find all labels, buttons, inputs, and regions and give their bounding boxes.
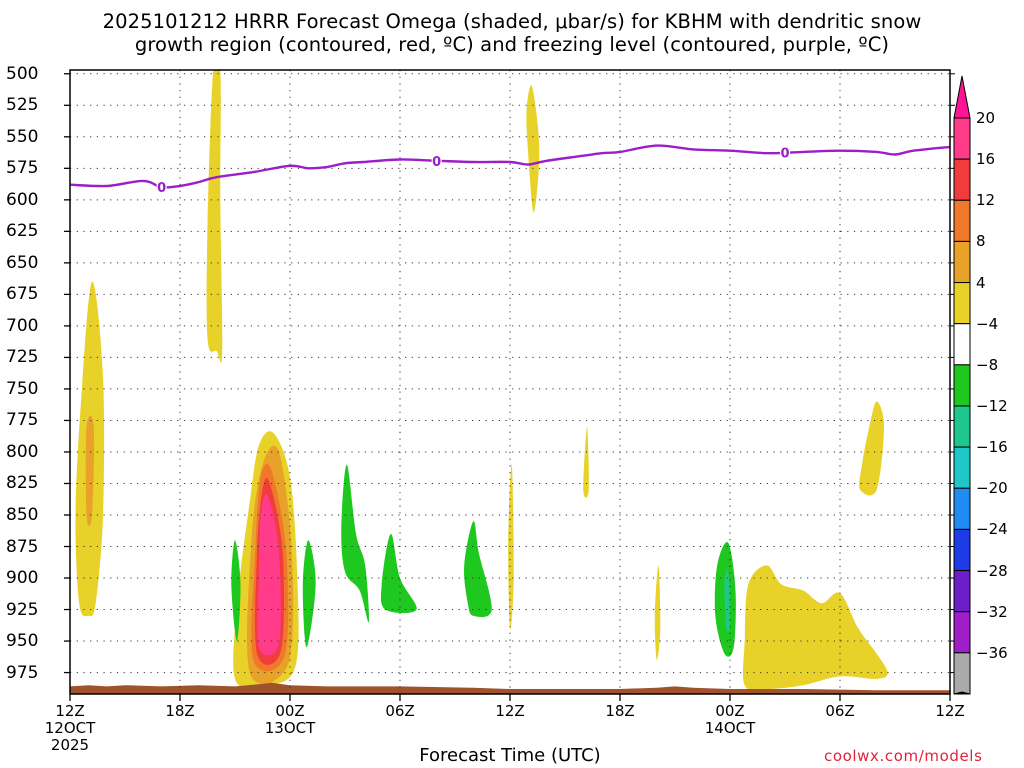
y-tick-label: 575 xyxy=(6,158,39,179)
colorbar-swatch xyxy=(953,570,971,613)
x-tick-label: 12Z xyxy=(55,702,85,720)
y-tick-label: 675 xyxy=(6,284,39,305)
x-axis-title: Forecast Time (UTC) xyxy=(419,745,601,766)
y-tick-label: 750 xyxy=(6,378,39,399)
y-tick-label: 875 xyxy=(6,536,39,557)
y-tick-label: 650 xyxy=(6,252,39,273)
freezing-level-contour: 0 0 0 xyxy=(69,144,951,196)
x-tick-label: 2025 xyxy=(50,736,90,754)
x-tick-label: 06Z xyxy=(385,702,415,720)
y-tick-label: 550 xyxy=(6,126,39,147)
y-tick-label: 525 xyxy=(6,95,39,116)
y-tick-label: 725 xyxy=(6,347,39,368)
colorbar-label: 16 xyxy=(976,150,996,169)
colorbar-label: −36 xyxy=(976,643,1008,662)
contour-label: 0 xyxy=(157,181,166,196)
colorbar-label: −8 xyxy=(976,355,999,374)
colorbar-label: −24 xyxy=(976,520,1008,539)
freezing-level-line xyxy=(69,144,951,189)
omega-region-11 xyxy=(654,565,661,661)
colorbar-label: 8 xyxy=(976,232,986,251)
y-tick-label: 850 xyxy=(6,504,39,525)
contour-label-bg xyxy=(780,144,790,161)
omega-region-18 xyxy=(464,521,492,618)
omega-region-17 xyxy=(380,533,417,614)
omega-region-1 xyxy=(85,415,95,527)
y-tick-label: 625 xyxy=(6,221,39,242)
omega-region-14 xyxy=(231,540,241,642)
colorbar-swatch xyxy=(953,282,971,325)
colorbar-label: −12 xyxy=(976,396,1008,415)
colorbar-swatch xyxy=(953,611,971,654)
colorbar-label: −20 xyxy=(976,479,1008,498)
colorbar xyxy=(953,75,971,695)
y-tick-label: 775 xyxy=(6,410,39,431)
colorbar-swatch xyxy=(953,117,971,160)
colorbar-label: −32 xyxy=(976,602,1008,621)
x-tick-label: 00Z xyxy=(275,702,305,720)
terrain xyxy=(70,682,950,694)
y-tick-label: 975 xyxy=(6,662,39,683)
terrain-fill xyxy=(70,682,950,694)
omega-region-13 xyxy=(859,401,884,496)
colorbar-swatch xyxy=(953,446,971,489)
omega-region-8 xyxy=(526,85,540,213)
x-tick-label: 06Z xyxy=(825,702,855,720)
colorbar-swatch xyxy=(953,199,971,242)
colorbar-bottom-arrow xyxy=(953,691,971,695)
y-tick-label: 500 xyxy=(6,63,39,84)
contour-label: 0 xyxy=(780,147,789,162)
y-tick-label: 825 xyxy=(6,473,39,494)
omega-region-2 xyxy=(206,70,223,363)
y-tick-label: 900 xyxy=(6,568,39,589)
x-tick-label: 12Z xyxy=(935,702,965,720)
y-tick-label: 600 xyxy=(6,189,39,210)
colorbar-swatch xyxy=(953,528,971,572)
colorbar-label: 12 xyxy=(976,191,996,210)
omega-region-16 xyxy=(341,464,370,623)
plot-frame xyxy=(69,69,951,695)
colorbar-label: 20 xyxy=(976,109,996,127)
colorbar-label: −16 xyxy=(976,438,1008,457)
contour-label: 0 xyxy=(432,155,441,170)
contour-label-bg xyxy=(156,179,167,196)
colorbar-swatch xyxy=(953,158,971,201)
colorbar-label: −4 xyxy=(976,314,999,333)
colorbar-label: −28 xyxy=(976,561,1008,580)
colorbar-swatch xyxy=(953,487,971,530)
chart-title-line2: growth region (contoured, red, ºC) and f… xyxy=(134,33,890,56)
x-tick-label: 12Z xyxy=(495,702,525,720)
omega-region-7 xyxy=(257,494,281,656)
contour-label-bg xyxy=(431,152,442,169)
x-tick-label: 14OCT xyxy=(704,719,756,737)
y-tick-label: 925 xyxy=(6,599,39,620)
colorbar-swatch xyxy=(953,323,971,366)
colorbar-swatch xyxy=(953,364,971,407)
y-tick-label: 800 xyxy=(6,441,39,462)
omega-region-15 xyxy=(302,540,316,648)
x-tick-label: 13OCT xyxy=(264,719,316,737)
x-tick-label: 12OCT xyxy=(44,719,96,737)
colorbar-label: 4 xyxy=(976,273,986,292)
chart-title-line1: 2025101212 HRRR Forecast Omega (shaded, … xyxy=(102,10,922,33)
colorbar-swatch xyxy=(953,405,971,448)
colorbar-top-arrow xyxy=(953,75,971,119)
y-tick-label: 950 xyxy=(6,631,39,652)
x-tick-label: 18Z xyxy=(605,702,635,720)
credit-text: coolwx.com/models xyxy=(824,747,983,765)
omega-region-9 xyxy=(508,464,514,630)
colorbar-swatch xyxy=(953,652,971,695)
omega-region-10 xyxy=(583,426,589,498)
x-tick-label: 00Z xyxy=(715,702,745,720)
omega-region-20 xyxy=(724,569,731,632)
omega-shading xyxy=(75,70,888,691)
omega-region-12 xyxy=(742,565,888,691)
y-tick-label: 700 xyxy=(6,315,39,336)
colorbar-swatch xyxy=(953,240,971,284)
x-tick-label: 18Z xyxy=(165,702,195,720)
